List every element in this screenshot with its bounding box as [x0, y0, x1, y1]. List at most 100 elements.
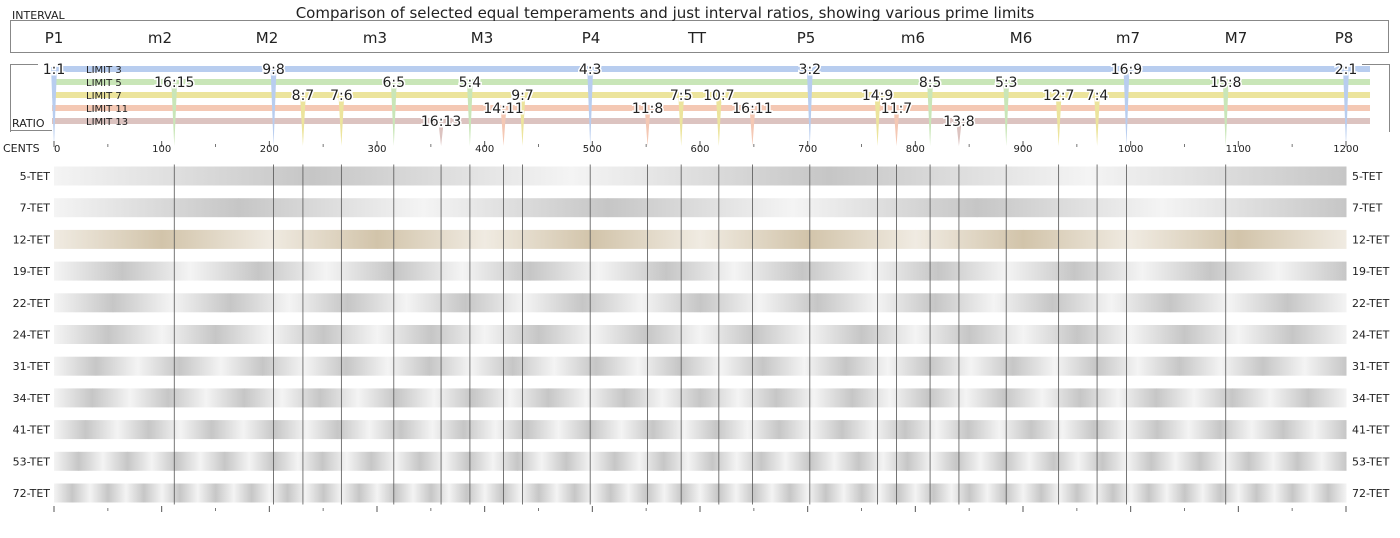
tet-step	[936, 420, 969, 440]
cents-header: CENTS	[3, 142, 40, 155]
interval-label-P5: P5	[797, 29, 816, 47]
tet-step	[970, 356, 1014, 376]
tet-step	[1169, 293, 1230, 313]
ratio-stem-16-9	[1123, 67, 1130, 146]
tet-step	[1077, 451, 1103, 471]
tet-step	[1030, 420, 1063, 440]
tet-step	[269, 229, 378, 249]
interval-label-M2: M2	[256, 29, 279, 47]
tet-step	[337, 420, 370, 440]
tet-label-right: 53-TET	[1352, 455, 1390, 468]
interval-label-TT: TT	[687, 29, 707, 47]
tet-step	[206, 388, 245, 408]
tet-step	[554, 356, 597, 376]
tet-step	[876, 293, 936, 313]
tet-step	[607, 198, 793, 218]
tet-step	[484, 325, 539, 344]
interval-label-P4: P4	[582, 29, 601, 47]
tet-step	[466, 483, 486, 503]
tet-step	[1052, 293, 1112, 313]
tet-step	[938, 261, 1007, 281]
tet-step	[814, 388, 853, 408]
tet-step	[684, 420, 717, 440]
tet-step	[1076, 325, 1132, 344]
tet-step	[915, 229, 1024, 249]
tet-step	[879, 483, 898, 503]
tet-step	[1220, 356, 1264, 376]
tet-step	[1130, 229, 1239, 249]
tet-step	[1126, 451, 1152, 471]
tet-step	[102, 451, 128, 471]
tet-step	[406, 293, 466, 313]
tet-step	[717, 483, 737, 503]
tet-step	[700, 388, 739, 408]
tet-step	[1188, 420, 1221, 440]
ratio-stem-16-11	[749, 106, 756, 146]
cents-tick-label: 800	[906, 144, 925, 155]
ratio-header: RATIO	[12, 117, 45, 130]
tet-step	[1310, 483, 1329, 503]
ratio-stem-5-4	[466, 80, 473, 146]
tet-step	[1130, 483, 1150, 503]
tet-label-right: 5-TET	[1352, 170, 1383, 183]
tet-step	[700, 229, 809, 249]
tet-step	[190, 261, 259, 281]
tet-step	[465, 293, 525, 313]
tet-step	[915, 325, 970, 344]
cents-tick-label: 100	[152, 144, 171, 155]
ratio-stem-14-11	[500, 106, 507, 146]
tet-step	[274, 420, 307, 440]
tet-step	[305, 483, 324, 503]
tet-step	[843, 483, 862, 503]
tet-step	[1297, 451, 1323, 471]
tet-label-right: 7-TET	[1352, 202, 1383, 215]
tet-step	[269, 483, 288, 503]
tet-step	[663, 451, 689, 471]
tet-step	[999, 420, 1032, 440]
tet-step	[1074, 261, 1143, 281]
tet-step	[1094, 483, 1114, 503]
tet-step	[127, 451, 153, 471]
tet-step	[720, 356, 764, 376]
tet-step	[359, 483, 378, 503]
tet-step	[312, 166, 572, 186]
tet-step	[1004, 388, 1043, 408]
tet-step	[137, 356, 180, 376]
tet-step	[320, 388, 359, 408]
tet-step	[95, 356, 138, 376]
tet-step	[969, 325, 1024, 344]
tet-step	[1054, 356, 1097, 376]
tet-step	[700, 483, 719, 503]
tet-step	[484, 483, 504, 503]
prime-limit-bands: LIMIT 3 LIMIT 5 LIMIT 7 LIMIT 11 LIMIT 13	[52, 65, 1370, 128]
tet-label-left: 53-TET	[13, 455, 51, 468]
tet-step	[810, 420, 843, 440]
tet-step	[423, 198, 609, 218]
tet-step	[955, 451, 981, 471]
cents-tick-label: 700	[798, 144, 817, 155]
tet-step	[117, 420, 150, 440]
tet-step	[430, 483, 450, 503]
tet-step	[394, 261, 463, 281]
tet-step	[161, 325, 216, 344]
cents-tick-label: 900	[1013, 144, 1032, 155]
tet-step	[54, 229, 163, 249]
tet-step	[462, 261, 531, 281]
tet-step	[987, 483, 1006, 503]
tet-step	[370, 451, 396, 471]
tet-step	[122, 261, 191, 281]
ratio-stem-9-7	[519, 93, 526, 146]
ratio-label-5-4: 5:4	[459, 75, 482, 91]
tet-step	[323, 325, 378, 344]
tet-step	[1029, 451, 1054, 471]
tet-step	[845, 356, 889, 376]
tet-step	[502, 483, 522, 503]
ratio-stem-16-15	[171, 80, 178, 146]
tet-step	[1087, 166, 1347, 186]
tet-step	[558, 420, 591, 440]
ratio-stem-2-1	[1343, 67, 1349, 146]
tet-step	[1166, 483, 1185, 503]
tet-step	[967, 420, 1000, 440]
cents-tick-label: 600	[690, 144, 709, 155]
tet-step	[412, 483, 432, 503]
